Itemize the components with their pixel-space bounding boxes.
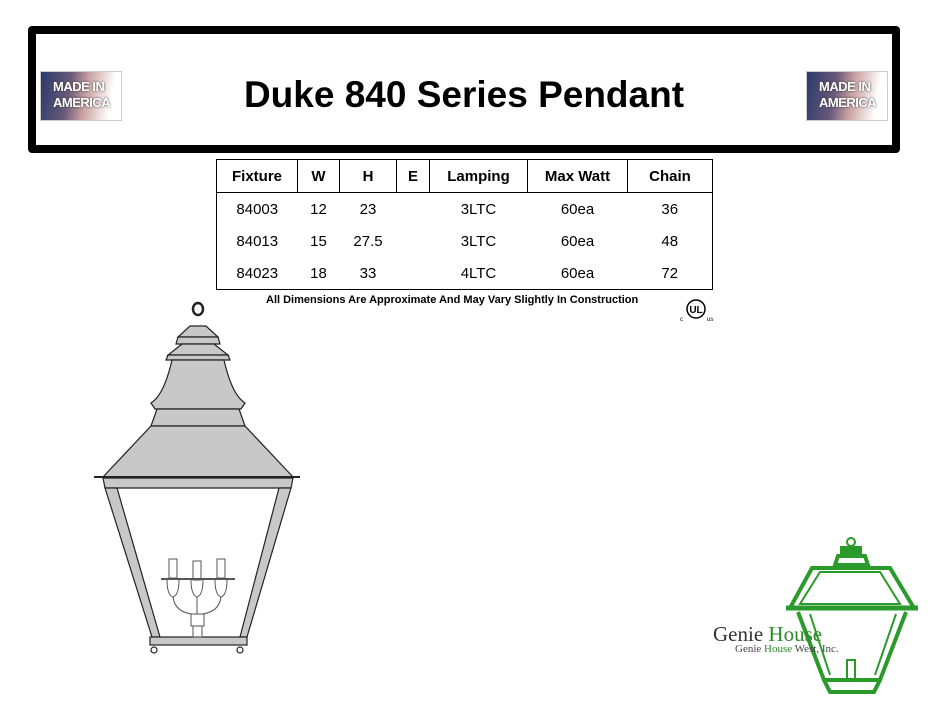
cell: 23 [359,200,377,218]
cell: 60ea [560,200,595,218]
cell: 36 [627,192,713,225]
cell [396,257,430,290]
cell: 84013 [216,225,298,257]
col-w: W [297,159,340,193]
title-banner: MADE IN AMERICA Duke 840 Series Pendant … [28,26,900,153]
made-in-america-badge-left: MADE IN AMERICA [40,71,122,121]
cell: 3LTC [460,232,497,250]
col-e: E [396,159,430,193]
cell: 84023 [216,257,298,290]
table-header-row: Fixture W H E Lamping Max Watt Chain [216,159,713,193]
dimensions-note: All Dimensions Are Approximate And May V… [266,294,639,306]
cell: 48 [627,225,713,257]
col-max-watt: Max Watt [527,159,628,193]
cell: 33 [339,257,397,290]
brand-name: Genie House [713,622,823,646]
ul-listed-icon: UL c us [680,299,713,322]
col-lamping: Lamping [429,159,528,193]
cell: 60ea [560,232,595,250]
svg-text:c: c [680,317,683,322]
cell: 3LTC [460,200,497,218]
svg-text:us: us [707,317,713,322]
cell: 4LTC [429,257,528,290]
brand-subtitle: Genie House West, Inc. [735,643,839,655]
cell: 84003 [216,192,298,225]
col-fixture: Fixture [216,159,298,193]
table-row: 84023 18 33 4LTC 60ea 72 [216,257,713,290]
table-row: 84013 15 27.5 3LTC 60ea 48 [216,225,713,257]
cell: 60ea [527,257,628,290]
svg-text:UL: UL [689,305,702,316]
spec-table: Fixture W H E Lamping Max Watt Chain 840… [216,159,713,290]
cell: 15 [310,232,327,250]
genie-house-lantern-logo [786,537,918,694]
cell: 72 [627,257,713,290]
page-title: Duke 840 Series Pendant [243,74,685,115]
cell: 27.5 [353,232,383,250]
made-in-america-badge-right: MADE IN AMERICA [806,71,888,121]
cell: 18 [297,257,340,290]
col-chain: Chain [627,159,713,193]
cell [397,193,430,226]
table-row: 84003 12 23 3LTC 60ea 36 [216,192,713,226]
col-h: H [339,159,397,193]
cell [397,225,430,257]
cell: 12 [310,200,327,218]
